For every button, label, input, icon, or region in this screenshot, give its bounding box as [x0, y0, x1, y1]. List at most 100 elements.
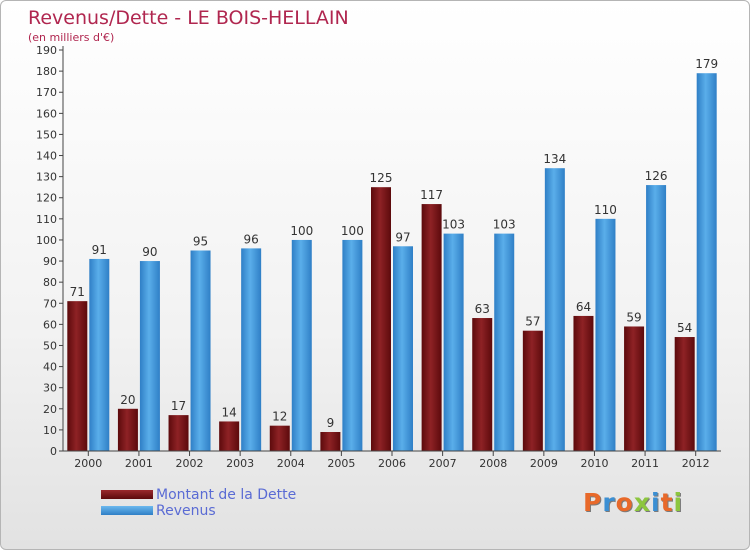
data-label-dette: 14: [222, 405, 237, 419]
y-tick-label: 190: [36, 44, 57, 57]
data-label-dette: 71: [70, 285, 85, 299]
x-tick-label: 2007: [429, 457, 457, 470]
y-tick-label: 170: [36, 86, 57, 99]
data-label-revenus: 103: [493, 218, 516, 232]
x-tick-label: 2000: [74, 457, 102, 470]
bar-dette: [320, 432, 341, 451]
bar-dette: [573, 315, 594, 451]
logo-letter: o: [615, 488, 634, 517]
data-label-revenus: 97: [395, 230, 410, 244]
x-tick-label: 2009: [530, 457, 558, 470]
y-tick-label: 0: [50, 445, 57, 458]
logo-letter: i: [651, 488, 661, 517]
bar-revenus: [443, 233, 464, 451]
x-tick-label: 2010: [580, 457, 608, 470]
data-label-dette: 57: [525, 315, 540, 329]
data-label-revenus: 96: [244, 232, 259, 246]
legend-swatch-revenus: [101, 506, 153, 515]
x-tick-label: 2012: [682, 457, 710, 470]
bar-dette: [421, 204, 442, 451]
chart-title: Revenus/Dette - LE BOIS-HELLAIN: [28, 7, 349, 29]
data-label-dette: 125: [370, 171, 393, 185]
bars: 71 91 20 90 17 95 14 96 12 100 9 100 125 97 117 103 63 10…: [67, 57, 718, 452]
logo-letter: r: [602, 488, 616, 517]
bar-revenus: [241, 248, 262, 451]
data-label-revenus: 103: [442, 218, 465, 232]
y-tick-label: 60: [43, 318, 57, 331]
y-tick-label: 80: [43, 276, 57, 289]
data-label-revenus: 100: [290, 224, 313, 238]
x-tick-label: 2002: [176, 457, 204, 470]
bar-revenus: [291, 239, 312, 451]
data-label-revenus: 91: [92, 243, 107, 257]
y-tick-label: 10: [43, 424, 57, 437]
x-tick-label: 2004: [277, 457, 305, 470]
y-tick-label: 110: [36, 213, 57, 226]
bar-dette: [371, 187, 391, 451]
proxiti-logo: Proxiti: [583, 488, 683, 517]
y-tick-label: 50: [43, 339, 57, 352]
logo-letter: x: [633, 488, 651, 517]
bar-revenus: [544, 168, 565, 452]
y-tick-label: 30: [43, 382, 57, 395]
y-tick-label: 140: [36, 150, 57, 163]
y-tick-label: 20: [43, 403, 57, 416]
bar-revenus: [595, 218, 616, 451]
data-label-revenus: 179: [695, 57, 718, 71]
y-tick-label: 70: [43, 297, 57, 310]
y-tick-label: 130: [36, 171, 57, 184]
legend-swatch-dette: [101, 490, 153, 499]
bar-dette: [522, 330, 543, 451]
data-label-revenus: 100: [341, 224, 364, 238]
bar-dette: [117, 408, 138, 451]
y-tick-label: 160: [36, 107, 57, 120]
x-tick-label: 2011: [631, 457, 659, 470]
bar-revenus: [342, 239, 363, 451]
bar-revenus: [190, 250, 211, 451]
bar-revenus: [696, 73, 717, 451]
x-tick-label: 2006: [378, 457, 406, 470]
data-label-dette: 17: [171, 399, 186, 413]
bar-revenus: [646, 185, 667, 452]
y-tick-label: 40: [43, 361, 57, 374]
x-tick-label: 2003: [226, 457, 254, 470]
y-tick-label: 120: [36, 192, 57, 205]
bar-revenus: [139, 261, 160, 451]
data-label-revenus: 90: [142, 245, 157, 259]
logo-letter: i: [673, 488, 684, 517]
data-label-dette: 117: [420, 188, 443, 202]
data-label-dette: 9: [327, 416, 335, 430]
y-tick-label: 90: [43, 255, 57, 268]
logo-letter: P: [583, 488, 603, 517]
data-label-revenus: 126: [645, 169, 668, 183]
chart-subtitle: (en milliers d'€): [28, 31, 115, 44]
x-tick-label: 2008: [479, 457, 507, 470]
bar-revenus: [393, 246, 413, 451]
data-label-revenus: 110: [594, 203, 617, 217]
data-label-dette: 64: [576, 300, 591, 314]
bar-revenus: [89, 258, 110, 451]
bar-revenus: [494, 233, 515, 451]
data-label-dette: 63: [475, 302, 490, 316]
bar-dette: [674, 337, 695, 451]
data-label-dette: 59: [626, 310, 641, 324]
data-label-revenus: 95: [193, 235, 208, 249]
x-axis: 2000 2001 2002 2003 2004 2005 2006 2007 2008 2009…: [63, 450, 721, 470]
data-label-revenus: 134: [543, 152, 566, 166]
x-tick-label: 2001: [125, 457, 153, 470]
bar-dette: [269, 425, 290, 451]
y-tick-label: 100: [36, 234, 57, 247]
bar-dette: [624, 326, 645, 451]
x-tick-label: 2005: [327, 457, 355, 470]
data-label-dette: 12: [272, 410, 287, 424]
legend-label-revenus: Revenus: [156, 503, 216, 519]
data-label-dette: 54: [677, 321, 692, 335]
logo-letter: t: [660, 488, 674, 517]
bar-dette: [67, 301, 88, 451]
data-label-dette: 20: [120, 393, 135, 407]
bar-dette: [219, 421, 240, 451]
bar-dette: [168, 415, 189, 451]
y-axis: 0 10 20 30 40 50 60 70 80 90 100 110 120 130 140 150 160…: [36, 44, 64, 458]
